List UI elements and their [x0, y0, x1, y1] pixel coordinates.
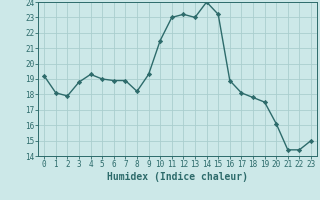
X-axis label: Humidex (Indice chaleur): Humidex (Indice chaleur): [107, 172, 248, 182]
